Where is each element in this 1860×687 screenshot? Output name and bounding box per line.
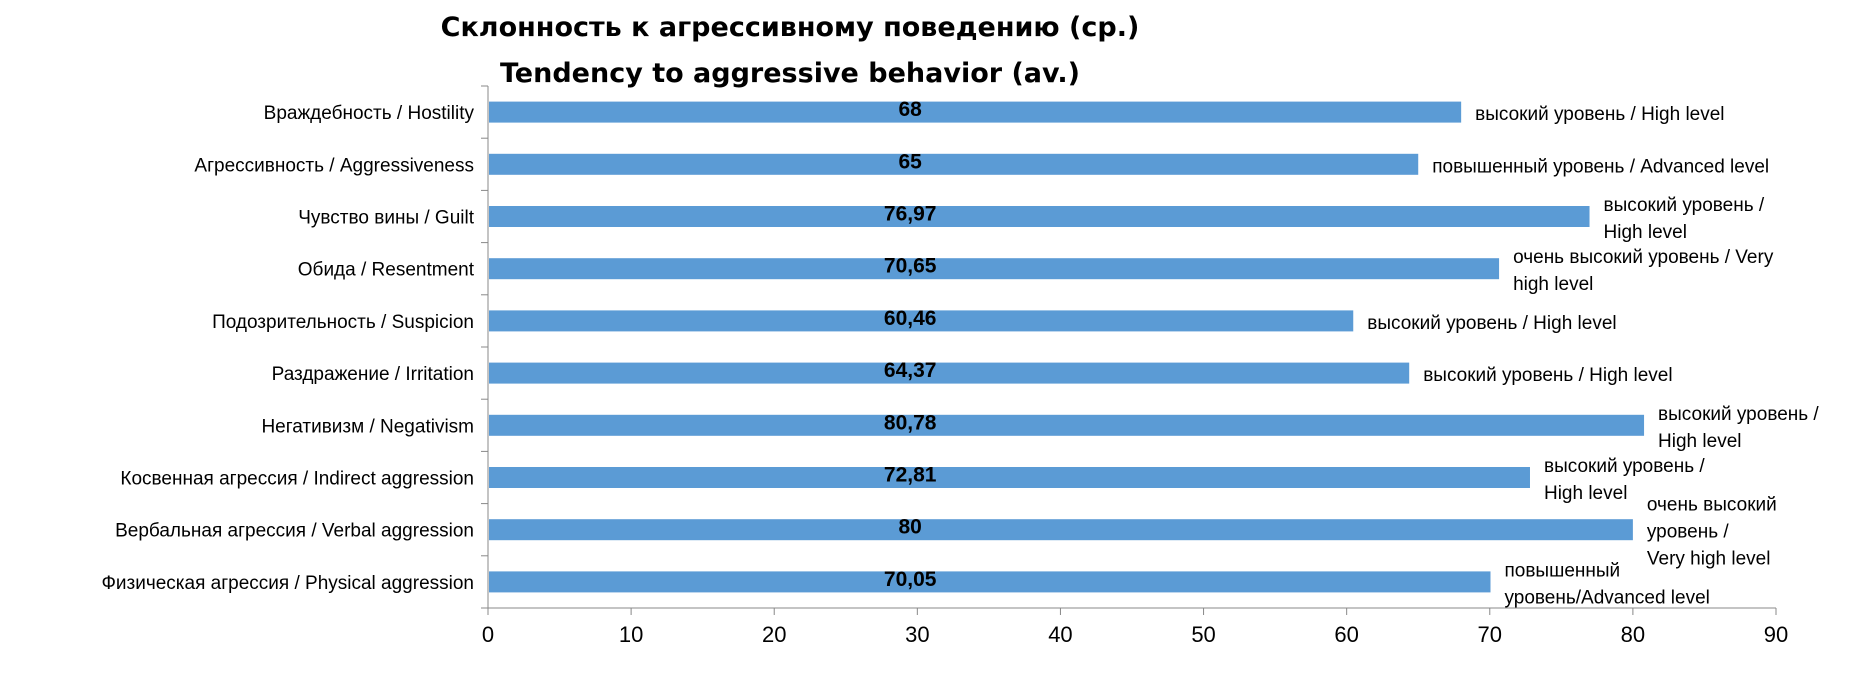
level-annotation: Very high level xyxy=(1647,549,1771,570)
category-label: Вербальная агрессия / Verbal aggression xyxy=(115,521,474,542)
bar xyxy=(489,310,1354,332)
category-label: Раздражение / Irritation xyxy=(272,364,474,385)
data-label: 80 xyxy=(898,516,921,539)
x-tick-label: 90 xyxy=(1764,622,1788,647)
data-label: 65 xyxy=(898,150,922,173)
bar xyxy=(489,206,1590,227)
level-annotation: высокий уровень / xyxy=(1544,456,1705,477)
level-annotation: повышенный уровень / Advanced level xyxy=(1432,156,1769,177)
x-tick-label: 10 xyxy=(619,622,643,647)
level-annotation: высокий уровень / High level xyxy=(1475,104,1724,125)
level-annotation: повышенный xyxy=(1504,560,1620,581)
level-annotation: уровень / xyxy=(1647,522,1730,543)
bar xyxy=(489,153,1419,175)
level-annotation: уровень/Advanced level xyxy=(1504,587,1709,608)
category-label: Косвенная агрессия / Indirect aggression xyxy=(120,469,474,490)
level-annotation: очень высокий уровень / Very xyxy=(1513,247,1774,268)
bar xyxy=(489,101,1462,123)
category-label: Враждебность / Hostility xyxy=(264,103,475,124)
x-tick-label: 30 xyxy=(905,622,929,647)
data-label: 60,46 xyxy=(884,307,937,330)
level-annotation: High level xyxy=(1604,222,1687,243)
data-label: 76,97 xyxy=(884,203,937,226)
x-tick-label: 80 xyxy=(1621,622,1645,647)
data-label: 64,37 xyxy=(884,359,937,382)
category-label: Агрессивность / Aggressiveness xyxy=(194,155,474,176)
level-annotation: High level xyxy=(1658,431,1741,452)
category-label: Обида / Resentment xyxy=(298,260,475,281)
bar xyxy=(489,519,1633,541)
level-annotation: high level xyxy=(1513,274,1593,295)
bar xyxy=(489,362,1410,384)
x-tick-label: 70 xyxy=(1478,622,1502,647)
x-tick-label: 60 xyxy=(1334,622,1358,647)
x-tick-label: 50 xyxy=(1191,622,1215,647)
bar xyxy=(489,467,1530,488)
x-tick-label: 0 xyxy=(482,622,494,647)
category-label: Физическая агрессия / Physical aggressio… xyxy=(101,573,474,594)
level-annotation: высокий уровень / xyxy=(1658,404,1819,425)
data-label: 70,65 xyxy=(884,255,937,278)
bar xyxy=(489,414,1645,436)
level-annotation: высокий уровень / High level xyxy=(1423,365,1672,386)
data-label: 72,81 xyxy=(884,464,937,487)
data-label: 80,78 xyxy=(884,411,937,434)
level-annotation: высокий уровень / High level xyxy=(1367,313,1616,334)
level-annotation: High level xyxy=(1544,483,1627,504)
bar xyxy=(489,571,1491,593)
category-label: Чувство вины / Guilt xyxy=(298,208,474,229)
category-label: Негативизм / Negativism xyxy=(261,416,474,437)
chart-title: Склонность к агрессивному поведению (ср.… xyxy=(440,12,1140,43)
data-label: 70,05 xyxy=(884,568,937,591)
category-label: Подозрительность / Suspicion xyxy=(212,312,474,333)
chart-subtitle: Tendency to aggressive behavior (av.) xyxy=(499,58,1081,89)
level-annotation: высокий уровень / xyxy=(1604,195,1765,216)
level-annotation: очень высокий xyxy=(1647,495,1777,516)
x-tick-label: 40 xyxy=(1048,622,1072,647)
data-label: 68 xyxy=(898,98,922,121)
x-tick-label: 20 xyxy=(762,622,786,647)
bar xyxy=(489,258,1500,280)
